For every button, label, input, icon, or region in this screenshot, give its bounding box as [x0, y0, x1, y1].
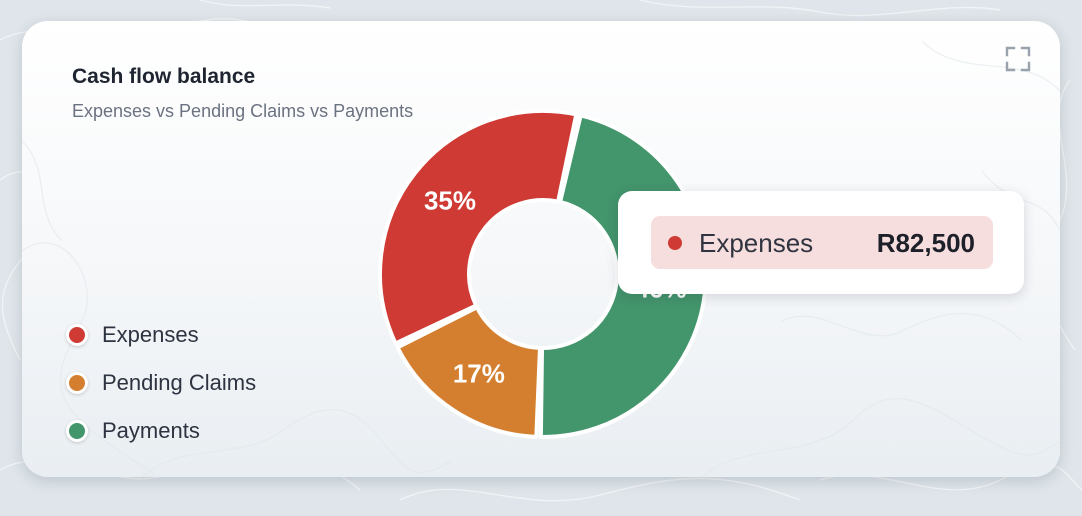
legend-label: Payments [102, 418, 200, 443]
card-subtitle: Expenses vs Pending Claims vs Payments [72, 101, 414, 121]
expand-button[interactable] [1004, 45, 1032, 73]
legend-dot-expenses [66, 324, 88, 346]
tooltip-value: R82,500 [876, 228, 975, 258]
donut-slice-pending-claims[interactable] [395, 305, 542, 439]
tooltip-label: Expenses [699, 228, 814, 258]
legend-dot-payments [66, 420, 88, 442]
tooltip-pill: Expenses R82,500 [651, 216, 993, 269]
legend-item-pending-claims[interactable]: Pending Claims [66, 359, 256, 407]
legend-dot-pending-claims [66, 372, 88, 394]
legend-label: Pending Claims [102, 370, 257, 395]
tooltip-dot [668, 236, 682, 250]
legend-label: Expenses [102, 322, 199, 347]
donut-slice-expenses[interactable] [378, 109, 579, 346]
card-background-pattern [22, 40, 1060, 477]
card-title: Cash flow balance [72, 65, 256, 88]
chart-legend: Expenses Pending Claims Payments [66, 311, 256, 455]
slice-label-expenses: 35% [424, 186, 476, 216]
chart-tooltip: Expenses R82,500 [618, 191, 1024, 294]
cash-flow-card: Cash flow balance Expenses vs Pending Cl… [22, 21, 1060, 477]
slice-label-pending-claims: 17% [453, 359, 505, 389]
legend-item-expenses[interactable]: Expenses [66, 311, 256, 359]
expand-icon [1005, 46, 1031, 72]
legend-item-payments[interactable]: Payments [66, 407, 256, 455]
